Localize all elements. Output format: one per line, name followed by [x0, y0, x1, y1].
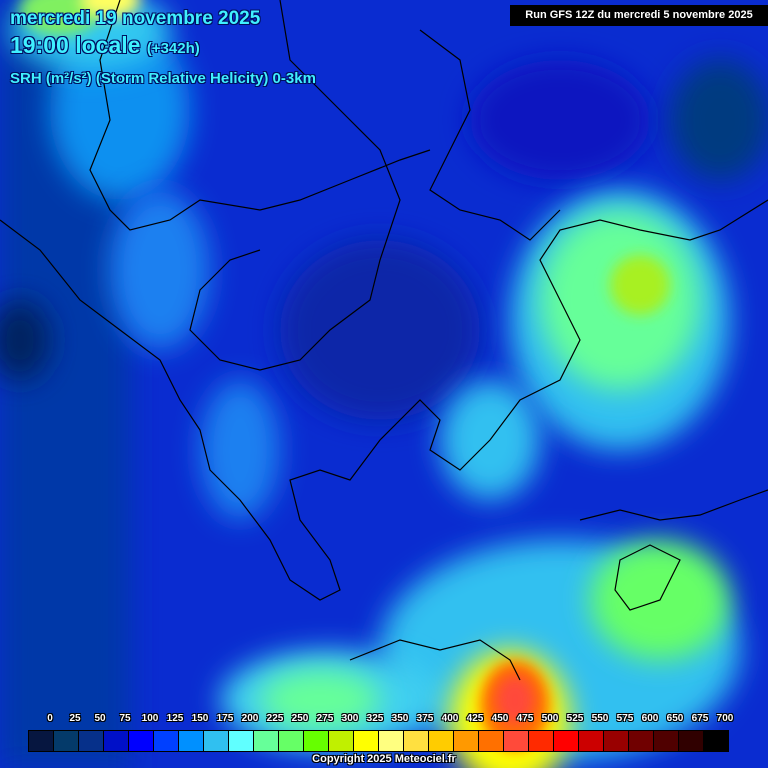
legend-label: 700 [716, 713, 734, 724]
legend-swatch [479, 731, 504, 751]
legend-swatch [129, 731, 154, 751]
lead-time: (+342h) [146, 40, 200, 57]
legend-label: 300 [341, 713, 359, 724]
legend-swatch [179, 731, 204, 751]
legend-label: 75 [119, 713, 131, 724]
legend-swatch [554, 731, 579, 751]
legend-swatch [404, 731, 429, 751]
legend-label: 0 [47, 713, 53, 724]
legend-swatch [604, 731, 629, 751]
legend-swatch [529, 731, 554, 751]
legend-label: 200 [241, 713, 259, 724]
parameter-label: SRH (m²/s²) (Storm Relative Helicity) 0-… [10, 70, 316, 87]
legend-colorbar [28, 730, 729, 752]
legend-label: 325 [366, 713, 384, 724]
run-label: Run GFS 12Z du mercredi 5 novembre 2025 [510, 5, 768, 26]
legend-label: 275 [316, 713, 334, 724]
legend-label: 500 [541, 713, 559, 724]
legend-label: 550 [591, 713, 609, 724]
legend-swatch [229, 731, 254, 751]
legend-label: 600 [641, 713, 659, 724]
legend-label: 25 [69, 713, 81, 724]
legend-label: 675 [691, 713, 709, 724]
legend-swatch [454, 731, 479, 751]
legend-swatch [704, 731, 728, 751]
legend-label: 650 [666, 713, 684, 724]
legend-label: 575 [616, 713, 634, 724]
legend-swatch [254, 731, 279, 751]
forecast-date: mercredi 19 novembre 2025 [10, 8, 261, 29]
legend-label: 525 [566, 713, 584, 724]
legend-label: 475 [516, 713, 534, 724]
legend-label: 100 [141, 713, 159, 724]
legend-swatch [429, 731, 454, 751]
legend-swatch [654, 731, 679, 751]
legend-labels: 0 25 50 75 100 125 150 175 200 225 250 275 300 325 350… [0, 713, 768, 729]
legend-swatch [79, 731, 104, 751]
legend-label: 375 [416, 713, 434, 724]
legend-label: 450 [491, 713, 509, 724]
legend-swatch [354, 731, 379, 751]
legend-swatch [154, 731, 179, 751]
legend-label: 125 [166, 713, 184, 724]
legend-swatch [379, 731, 404, 751]
legend-label: 50 [94, 713, 106, 724]
legend-swatch [304, 731, 329, 751]
legend-swatch [629, 731, 654, 751]
legend-label: 400 [441, 713, 459, 724]
legend-swatch [679, 731, 704, 751]
local-time: 19:00 locale [10, 32, 141, 58]
legend-swatch [204, 731, 229, 751]
legend-label: 225 [266, 713, 284, 724]
legend-swatch [504, 731, 529, 751]
legend-swatch [104, 731, 129, 751]
legend-swatch [579, 731, 604, 751]
legend-label: 175 [216, 713, 234, 724]
legend-swatch [54, 731, 79, 751]
legend-label: 250 [291, 713, 309, 724]
legend-swatch [329, 731, 354, 751]
legend-swatch [279, 731, 304, 751]
copyright: Copyright 2025 Meteociel.fr [312, 753, 456, 765]
legend-swatch [29, 731, 54, 751]
forecast-time: 19:00 locale (+342h) [10, 32, 200, 59]
legend-label: 150 [191, 713, 209, 724]
legend-label: 350 [391, 713, 409, 724]
legend-label: 425 [466, 713, 484, 724]
coastlines-borders [0, 0, 768, 681]
